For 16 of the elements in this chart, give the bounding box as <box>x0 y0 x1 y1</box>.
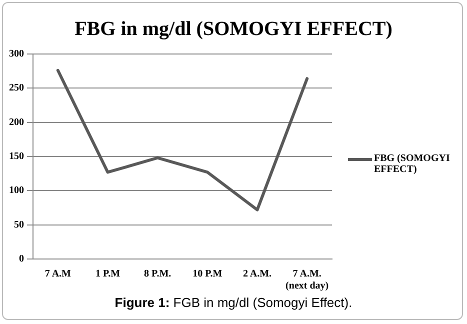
x-tick-label: 8 P.M. <box>144 268 172 280</box>
x-tick-label: 1 P.M <box>95 268 121 280</box>
legend-label: FBG (SOMOGYI EFFECT) <box>374 153 451 175</box>
y-tick-label: 0 <box>19 254 24 265</box>
y-tick-label: 200 <box>9 116 24 128</box>
y-tick-label: 300 <box>9 48 24 60</box>
y-tick-label: 100 <box>9 185 24 196</box>
x-tick-label: 10 P.M <box>192 268 223 280</box>
caption: Figure 1: FGB in mg/dl (Somogyi Effect). <box>114 295 354 310</box>
y-tick-label: 250 <box>9 82 24 94</box>
x-tick-label: 7 A.M <box>44 268 72 280</box>
y-tick-label: 150 <box>9 151 24 162</box>
y-tick-label: 50 <box>14 219 24 230</box>
x-tick-label: 2 A.M. <box>242 268 272 280</box>
chart-title: FBG in mg/dl (SOMOGYI EFFECT) <box>74 18 394 41</box>
x-tick-label: 7 A.M. (next day) <box>286 268 329 292</box>
